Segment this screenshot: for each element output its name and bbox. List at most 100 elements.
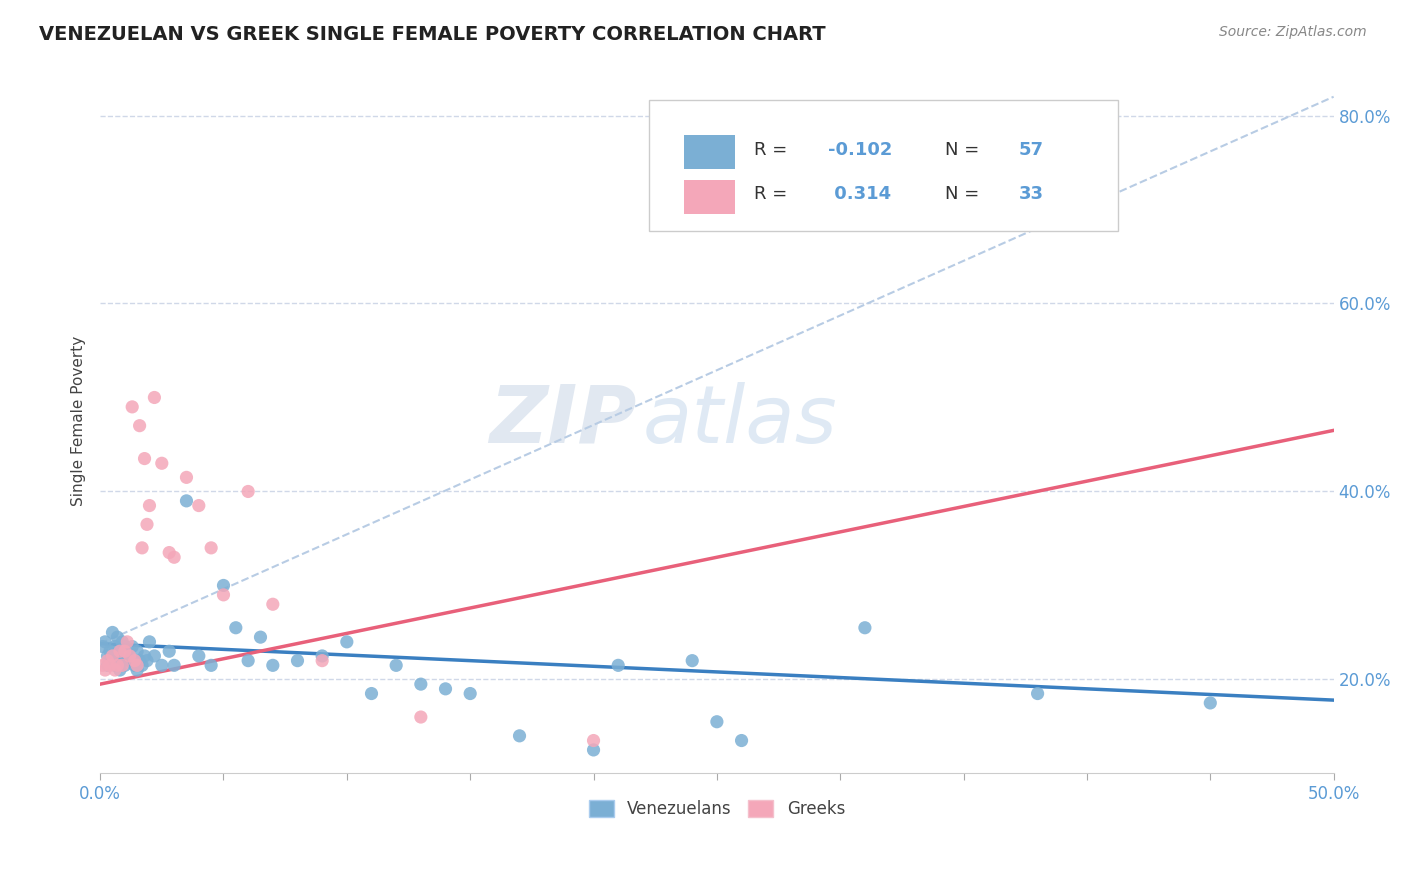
Point (118, 654, 141, 668)
Point (212, 588, 235, 602)
Point (127, 644, 149, 658)
Point (111, 635, 134, 649)
Point (225, 621, 247, 635)
Point (111, 654, 134, 668)
Point (200, 658, 222, 673)
Point (117, 648, 139, 663)
Text: R =: R = (754, 185, 793, 203)
Point (118, 648, 141, 663)
Point (176, 494, 198, 508)
Point (101, 648, 124, 663)
Text: VENEZUELAN VS GREEK SINGLE FEMALE POVERTY CORRELATION CHART: VENEZUELAN VS GREEK SINGLE FEMALE POVERT… (39, 25, 825, 44)
Point (128, 654, 150, 668)
Text: -0.102: -0.102 (828, 141, 893, 159)
Point (409, 710, 432, 724)
Point (94, 663, 117, 677)
Point (262, 597, 284, 611)
Y-axis label: Single Female Poverty: Single Female Poverty (72, 336, 86, 506)
Point (114, 640, 136, 654)
Point (105, 658, 128, 673)
Point (127, 658, 149, 673)
Point (163, 550, 186, 565)
Point (96, 654, 118, 668)
Point (236, 654, 259, 668)
Point (94, 635, 117, 649)
Text: 57: 57 (1019, 141, 1045, 159)
Point (121, 640, 143, 654)
Text: ZIP: ZIP (489, 382, 637, 460)
Point (136, 517, 159, 532)
Point (509, 729, 531, 743)
Point (853, 621, 876, 635)
Point (104, 658, 127, 673)
Point (1199, 696, 1222, 710)
Point (101, 625, 124, 640)
Point (128, 418, 150, 433)
Point (409, 677, 432, 691)
Text: N =: N = (945, 185, 986, 203)
Point (1026, 687, 1049, 701)
Point (96, 648, 118, 663)
Point (681, 654, 703, 668)
Point (262, 658, 284, 673)
Point (105, 654, 128, 668)
Point (91, 640, 114, 654)
Point (582, 743, 605, 757)
Point (287, 654, 309, 668)
Point (131, 658, 153, 673)
Point (249, 630, 271, 644)
Point (111, 658, 134, 673)
Point (706, 714, 728, 729)
Point (143, 648, 166, 663)
Point (96, 658, 118, 673)
Text: Source: ZipAtlas.com: Source: ZipAtlas.com (1219, 25, 1367, 39)
Point (311, 654, 333, 668)
Point (124, 658, 146, 673)
Point (458, 687, 481, 701)
Point (138, 635, 160, 649)
Point (104, 640, 127, 654)
Point (98, 644, 121, 658)
Text: 33: 33 (1019, 185, 1045, 203)
Point (157, 545, 180, 559)
Point (136, 654, 159, 668)
Legend: Venezuelans, Greeks: Venezuelans, Greeks (582, 794, 852, 825)
Point (582, 733, 605, 747)
Bar (683, 136, 735, 169)
Point (150, 456, 173, 470)
Text: atlas: atlas (643, 382, 838, 460)
Point (360, 687, 382, 701)
Point (157, 644, 180, 658)
Point (101, 654, 124, 668)
Point (108, 644, 131, 658)
Text: N =: N = (945, 141, 986, 159)
Point (105, 630, 128, 644)
Point (143, 391, 166, 405)
Point (104, 663, 127, 677)
Point (98, 658, 121, 673)
Point (311, 648, 333, 663)
Point (236, 484, 259, 499)
Point (91, 658, 114, 673)
Point (114, 644, 136, 658)
Point (176, 470, 198, 484)
Point (134, 451, 156, 466)
Point (187, 499, 209, 513)
Point (336, 635, 359, 649)
Point (114, 658, 136, 673)
Text: R =: R = (754, 141, 793, 159)
Point (131, 541, 153, 555)
Point (124, 654, 146, 668)
Point (127, 663, 149, 677)
Point (117, 635, 139, 649)
FancyBboxPatch shape (650, 100, 1118, 231)
Point (163, 658, 186, 673)
Point (108, 644, 131, 658)
Point (150, 658, 173, 673)
Text: 0.314: 0.314 (828, 185, 891, 203)
Point (385, 658, 408, 673)
Point (434, 681, 457, 696)
Point (138, 499, 160, 513)
Point (134, 648, 156, 663)
Point (212, 578, 235, 592)
